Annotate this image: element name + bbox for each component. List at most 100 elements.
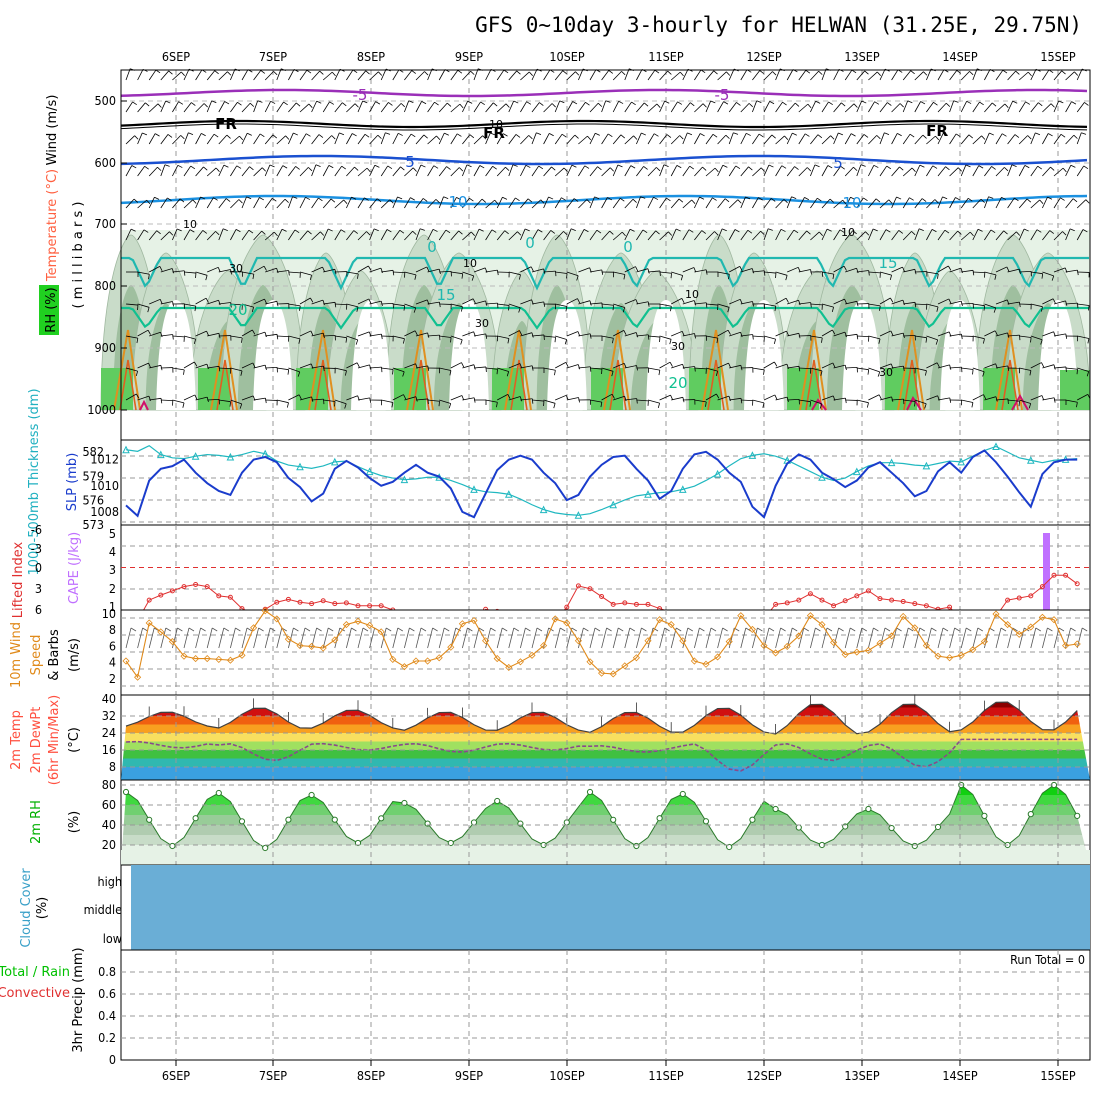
wind-barb bbox=[265, 366, 278, 369]
wind-barb bbox=[496, 197, 503, 209]
wind-barb bbox=[369, 101, 376, 113]
wind-barb-flag bbox=[355, 339, 359, 345]
wind-barb bbox=[311, 100, 318, 113]
wind-barb-flag bbox=[953, 100, 959, 103]
wind-barb-flag bbox=[819, 231, 823, 236]
wind-barb bbox=[439, 399, 451, 404]
wind-barb-flag bbox=[948, 265, 952, 271]
wind-barb bbox=[787, 332, 799, 337]
wind-barb bbox=[670, 165, 678, 177]
wind-barb bbox=[833, 397, 846, 401]
wind-barb bbox=[369, 267, 382, 273]
rh2-label: 2m RH bbox=[29, 800, 44, 844]
wind-barb bbox=[334, 399, 347, 405]
wind-barb-flag bbox=[531, 332, 534, 338]
wind-barb-flag bbox=[251, 307, 254, 313]
wind-barb-flag bbox=[817, 197, 822, 202]
rh2-marker bbox=[795, 824, 802, 831]
wind-barb-flag bbox=[681, 298, 685, 303]
wind-barb bbox=[717, 271, 730, 275]
wind10-marker bbox=[493, 655, 501, 663]
wind-barb-flag bbox=[412, 167, 417, 172]
wind-barb bbox=[833, 102, 842, 113]
wind-barb bbox=[926, 135, 936, 145]
wind-barb bbox=[323, 334, 336, 337]
wind-barb bbox=[311, 134, 320, 145]
li-tick-label: 3 bbox=[35, 581, 42, 596]
wind10-barb bbox=[137, 627, 143, 649]
wind-barb bbox=[717, 395, 730, 401]
wind-barb bbox=[183, 361, 195, 369]
wind-barb bbox=[844, 69, 853, 81]
wind-barb-flag bbox=[751, 268, 755, 274]
wind-barb bbox=[740, 230, 749, 241]
wind-barb-flag bbox=[618, 100, 624, 104]
wind-barb bbox=[473, 68, 479, 81]
wind10-barb-flag bbox=[1081, 627, 1088, 632]
wind-barb bbox=[705, 303, 718, 306]
wind-barb bbox=[404, 133, 412, 145]
li-marker bbox=[181, 584, 187, 590]
wind-barb-flag bbox=[182, 402, 185, 408]
wind-barb bbox=[334, 132, 340, 145]
wind-barb bbox=[555, 335, 567, 340]
rh2-marker bbox=[122, 788, 130, 796]
wind-barb bbox=[705, 231, 715, 241]
wind-barb bbox=[647, 399, 660, 404]
wind-barb-flag bbox=[481, 198, 487, 203]
wind-barb-flag bbox=[456, 133, 462, 137]
wind-barb bbox=[450, 395, 463, 401]
cape-bars bbox=[1043, 533, 1050, 610]
wind-barb-flag bbox=[177, 164, 183, 168]
li-marker bbox=[332, 601, 338, 607]
li-marker bbox=[610, 601, 616, 607]
wind-barb bbox=[914, 164, 921, 177]
thickness-tick-label: 576 bbox=[83, 493, 104, 508]
wind-barb-flag bbox=[550, 230, 556, 234]
rh-gap bbox=[646, 300, 686, 410]
wind-barb bbox=[717, 134, 727, 145]
wind-barb bbox=[148, 230, 158, 241]
li-marker bbox=[1074, 581, 1080, 587]
wind-barb bbox=[125, 165, 133, 177]
wind-barb bbox=[752, 399, 765, 404]
wind-barb-flag bbox=[423, 134, 428, 139]
wind-barb-flag bbox=[461, 362, 465, 368]
wind-barb bbox=[415, 101, 422, 113]
wind-barb-flag bbox=[890, 330, 894, 336]
wind-barb-flag bbox=[643, 166, 648, 170]
thickness-tick-label: 573 bbox=[83, 517, 104, 532]
wind-barb bbox=[659, 303, 672, 307]
wind-barb-flag bbox=[1058, 100, 1064, 104]
li-marker bbox=[193, 582, 199, 587]
precip-total-label: Total / Rain bbox=[0, 965, 70, 980]
wind-barb bbox=[149, 298, 161, 305]
wind-barb bbox=[450, 197, 457, 209]
thickness-marker bbox=[191, 452, 200, 460]
wind-barb bbox=[589, 269, 602, 273]
wind-barb bbox=[195, 166, 204, 177]
wind-barb-flag bbox=[1083, 165, 1089, 169]
wind-barb-flag bbox=[702, 166, 707, 171]
wind-barb-flag bbox=[658, 370, 661, 376]
wind10-barb-flag bbox=[467, 627, 473, 632]
day-label-bottom: 8SEP bbox=[357, 1068, 385, 1083]
wind-barb bbox=[508, 197, 516, 209]
wind10-barb bbox=[334, 627, 341, 649]
wind-barb-flag bbox=[948, 298, 952, 304]
wind-barb bbox=[1018, 165, 1026, 177]
wind10-marker bbox=[1015, 630, 1023, 638]
wind-barb-flag bbox=[797, 267, 801, 273]
wind-barb-flag bbox=[714, 231, 719, 236]
wind-barb bbox=[995, 365, 1008, 369]
li-marker bbox=[865, 588, 871, 594]
wind10-marker bbox=[760, 642, 768, 650]
wind-barb-flag bbox=[736, 102, 741, 106]
wind10-barb bbox=[462, 627, 468, 649]
wind-barb bbox=[183, 394, 196, 401]
wind-barb-flag bbox=[786, 397, 789, 403]
wind-barb bbox=[1007, 268, 1020, 273]
wind-barb bbox=[960, 71, 970, 81]
wind-barb bbox=[636, 166, 644, 177]
wind-barb bbox=[149, 266, 160, 273]
